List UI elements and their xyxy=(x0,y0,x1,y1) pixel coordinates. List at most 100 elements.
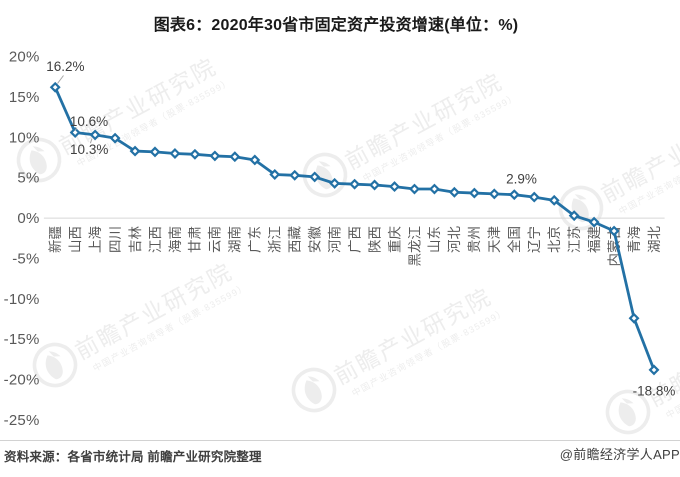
y-axis-tick-label: -10% xyxy=(4,291,40,308)
x-axis-category-label: 上海 xyxy=(88,226,103,253)
watermark-logo-swoosh-icon xyxy=(29,146,47,175)
x-axis-category-label: 新疆 xyxy=(48,226,63,253)
x-axis-category-label: 福建 xyxy=(587,226,602,253)
y-axis-tick-label: -25% xyxy=(4,412,40,429)
x-axis-category-label: 贵州 xyxy=(467,226,482,253)
data-point-marker xyxy=(568,210,580,222)
watermark-logo-ring-icon xyxy=(16,137,62,183)
x-axis-category-label: 陕西 xyxy=(367,226,382,253)
data-point-marker xyxy=(588,216,600,228)
watermark-brand-text: 前瞻产业研究院 xyxy=(330,283,496,389)
data-point-marker xyxy=(428,183,440,195)
x-axis-category-label: 山西 xyxy=(68,226,83,253)
y-axis-tick-label: 0% xyxy=(17,210,39,227)
y-axis-tick-label: -15% xyxy=(4,331,40,348)
x-axis-category-label: 海南 xyxy=(168,226,183,253)
x-axis-category-label: 浙江 xyxy=(268,226,283,253)
x-axis-category-label: 云南 xyxy=(208,226,223,253)
data-point-marker xyxy=(608,225,620,237)
data-point-marker xyxy=(468,187,480,199)
data-point-label: 16.2% xyxy=(46,59,84,74)
data-point-marker xyxy=(448,186,460,198)
data-point-marker xyxy=(508,189,520,201)
watermark-logo-ring-icon xyxy=(605,389,651,435)
data-point-label: 2.9% xyxy=(506,172,537,187)
data-point-marker xyxy=(89,129,101,141)
x-axis-category-label: 广西 xyxy=(347,226,362,253)
data-point-marker xyxy=(389,181,400,193)
x-axis-category-label: 北京 xyxy=(547,226,562,253)
x-axis-category-label: 西藏 xyxy=(288,226,303,253)
data-point-marker xyxy=(149,146,161,158)
watermark-logo-swoosh-icon xyxy=(571,194,589,223)
data-point-label: 10.3% xyxy=(70,142,108,157)
data-point-marker xyxy=(229,151,241,163)
watermark-brand-text: 前瞻产业研究院 xyxy=(341,68,507,174)
y-axis-tick-label: 15% xyxy=(9,89,40,106)
data-point-marker xyxy=(49,81,61,93)
data-point-marker xyxy=(269,169,281,180)
credit-note: @前瞻经济学人APP xyxy=(559,447,680,462)
y-axis-tick-label: 10% xyxy=(9,129,40,146)
data-label-leader-line xyxy=(89,138,93,144)
x-axis-category-label: 江西 xyxy=(148,226,163,253)
x-axis-category-label: 河南 xyxy=(327,226,342,253)
data-point-marker xyxy=(409,183,420,195)
data-point-marker xyxy=(289,169,301,181)
data-point-marker xyxy=(109,132,121,144)
data-label-leader-line xyxy=(74,127,78,131)
data-point-marker xyxy=(488,188,500,200)
y-axis-tick-label: -20% xyxy=(4,372,40,389)
x-axis-category-label: 四川 xyxy=(108,226,123,253)
source-note: 资料来源：各省市统计局 前瞻产业研究院整理 xyxy=(4,450,262,464)
x-axis-category-label: 湖北 xyxy=(647,226,662,253)
watermark-logo-swoosh-icon xyxy=(45,351,63,380)
footer-divider xyxy=(0,440,680,441)
watermark-logo-ring-icon xyxy=(302,152,348,198)
x-axis-category-label: 湖南 xyxy=(228,226,243,253)
data-point-marker xyxy=(69,127,81,138)
data-point-marker xyxy=(628,312,640,324)
watermark-logo-ring-icon xyxy=(32,342,78,388)
data-point-marker xyxy=(648,364,660,376)
x-axis-category-label: 青海 xyxy=(627,226,642,253)
data-point-marker xyxy=(349,178,361,190)
data-point-marker xyxy=(169,148,181,159)
data-point-marker xyxy=(249,154,261,166)
data-point-marker xyxy=(129,145,141,157)
x-axis-category-label: 山东 xyxy=(427,226,442,253)
data-point-marker xyxy=(189,148,201,160)
watermark-logo-ring-icon xyxy=(291,367,337,413)
data-point-marker xyxy=(309,171,321,183)
data-point-label: -18.8% xyxy=(633,383,676,398)
x-axis-category-label: 黑龙江 xyxy=(407,226,422,267)
x-axis-category-label: 甘肃 xyxy=(188,226,203,253)
x-axis-category-label: 河北 xyxy=(447,226,462,253)
watermark-brand-text: 前瞻产业研究院 xyxy=(71,258,237,364)
data-point-marker xyxy=(548,194,560,206)
x-axis-category-label: 重庆 xyxy=(387,226,402,253)
x-axis-category-label: 广东 xyxy=(248,226,263,253)
y-axis-tick-label: -5% xyxy=(12,250,39,267)
watermark-logo-swoosh-icon xyxy=(304,376,322,405)
x-axis-category-label: 全国 xyxy=(506,226,522,253)
data-point-marker xyxy=(528,191,540,203)
x-axis-category-label: 安徽 xyxy=(307,226,322,253)
watermark-logo-swoosh-icon xyxy=(618,398,636,427)
x-axis-category-label: 辽宁 xyxy=(526,226,542,253)
y-axis-tick-label: 20% xyxy=(9,49,40,66)
x-axis-category-label: 江苏 xyxy=(567,226,582,253)
data-label-leader-line xyxy=(57,75,64,84)
data-point-marker xyxy=(329,177,341,189)
data-point-marker xyxy=(369,179,381,191)
x-axis-category-label: 天津 xyxy=(487,226,502,253)
y-axis-tick-label: 5% xyxy=(17,170,39,187)
x-axis-category-label: 内蒙古 xyxy=(607,226,622,267)
